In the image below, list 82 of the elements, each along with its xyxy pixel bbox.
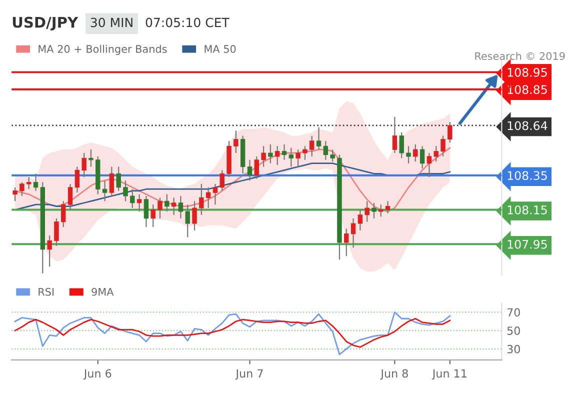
candlestick (254, 156, 259, 180)
candlestick (158, 197, 162, 219)
candlestick (68, 183, 73, 210)
x-tick-label: Jun 8 (380, 369, 408, 380)
legend-label: 9MA (92, 288, 114, 296)
y-tick-label: 50 (507, 326, 520, 335)
y-tick-label: 108.64 (508, 121, 548, 130)
y-tick-label: 107.95 (508, 240, 547, 249)
candlestick (261, 146, 266, 168)
line-series (14, 312, 451, 356)
candlestick (82, 152, 86, 178)
y-tick-label: 30 (507, 344, 520, 354)
candlestick (102, 180, 108, 202)
candlestick (378, 204, 384, 218)
candlestick (372, 202, 376, 219)
candlestick (192, 200, 197, 231)
candlestick (426, 152, 432, 178)
candlestick (185, 204, 190, 238)
x-tick-label: Jun 11 (432, 369, 466, 380)
candlestick (33, 173, 38, 192)
chart-subtitle: 30 MIN (90, 18, 132, 28)
candlestick (171, 197, 176, 216)
candlestick (296, 149, 300, 168)
candlestick (434, 146, 438, 162)
candlestick (220, 170, 224, 192)
candlestick (136, 194, 142, 212)
y-tick-label: 108.35 (508, 171, 547, 180)
candlestick (47, 234, 52, 268)
y-tick-label: 108.15 (508, 205, 547, 214)
text: Research © 2019 (475, 52, 565, 60)
candlestick (440, 135, 446, 157)
candlestick (178, 195, 184, 219)
candlestick (116, 166, 121, 192)
candlestick (399, 132, 404, 159)
candlestick (12, 186, 18, 202)
candlestick (323, 140, 328, 160)
candlestick (54, 218, 59, 246)
candlestick (144, 195, 149, 228)
candlestick (392, 116, 398, 154)
candlestick (385, 200, 390, 214)
candlestick (130, 188, 135, 209)
y-tick-label: 108.85 (508, 85, 547, 94)
candlestick (406, 146, 411, 164)
candlestick (330, 149, 335, 162)
candlestick (150, 204, 156, 228)
line-series (14, 318, 451, 348)
candlestick (199, 183, 204, 216)
x-tick-label: Jun 6 (83, 369, 112, 380)
chart-title: USD/JPY (12, 16, 78, 31)
candlestick (448, 121, 452, 144)
candlestick (206, 186, 211, 209)
candlestick (234, 130, 238, 154)
candlestick (74, 166, 80, 194)
candlestick (212, 183, 218, 206)
candlestick (164, 194, 170, 212)
candlestick (247, 159, 252, 182)
legend-label: RSI (38, 288, 54, 296)
candlestick (302, 146, 308, 160)
candlestick (420, 146, 425, 170)
candlestick (275, 146, 280, 166)
candlestick (413, 144, 418, 162)
candlestick (20, 182, 24, 197)
candlestick (123, 180, 128, 202)
candlestick (26, 176, 32, 190)
legend-label: MA 20 + Bollinger Bands (38, 44, 167, 55)
candlestick (344, 228, 349, 257)
candlestick (350, 218, 356, 248)
y-tick-label: 70 (507, 308, 520, 317)
candlestick (282, 144, 287, 160)
candlestick (358, 209, 363, 231)
candlestick (88, 149, 94, 168)
candlestick (364, 200, 370, 222)
candlestick (316, 126, 322, 150)
candlestick (268, 144, 273, 164)
candlestick (109, 166, 114, 197)
x-tick-label: Jun 7 (235, 369, 263, 380)
legend-label: MA 50 (204, 45, 236, 53)
candlestick (310, 135, 314, 157)
candlestick (288, 147, 294, 168)
text: 07:05:10 CET (146, 18, 230, 28)
candlestick (61, 200, 66, 228)
y-tick-label: 108.95 (508, 68, 547, 77)
